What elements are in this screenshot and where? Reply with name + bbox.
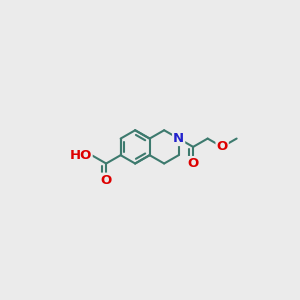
Text: O: O: [188, 157, 199, 170]
Text: HO: HO: [69, 149, 92, 162]
Text: O: O: [217, 140, 228, 153]
Text: N: N: [173, 132, 184, 145]
Text: O: O: [100, 174, 112, 187]
